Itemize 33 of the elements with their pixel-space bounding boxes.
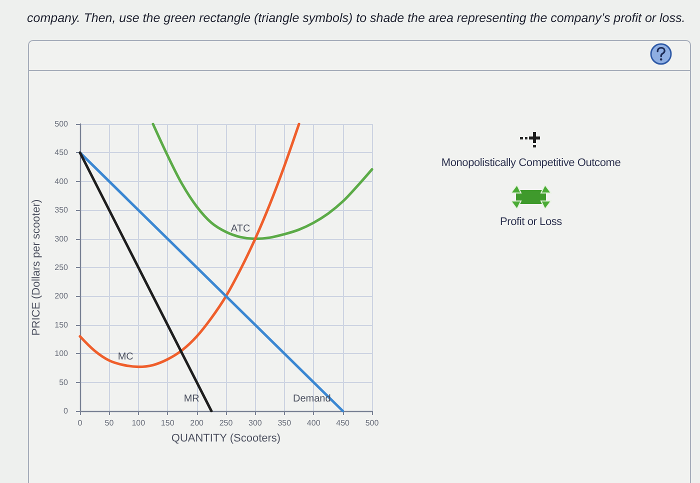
x-tick-label: 250 bbox=[219, 418, 234, 428]
series-label: MR bbox=[184, 394, 200, 404]
y-axis-title: PRICE (Dollars per scooter) bbox=[30, 199, 42, 336]
y-tick-label: 500 bbox=[54, 120, 69, 128]
text: Monopolistically Competitive Outcome bbox=[440, 157, 622, 169]
y-tick-label: 0 bbox=[64, 406, 69, 416]
y-tick-label: 400 bbox=[54, 176, 69, 186]
text: Profit or Loss bbox=[498, 216, 563, 228]
x-tick-label: 200 bbox=[190, 418, 204, 428]
y-tick-label: 450 bbox=[54, 148, 69, 158]
y-tick-label: 300 bbox=[54, 234, 69, 244]
x-tick-label: 500 bbox=[365, 418, 380, 428]
line-series bbox=[152, 122, 374, 240]
x-tick-label: 400 bbox=[306, 418, 321, 428]
series-label: MC bbox=[118, 351, 134, 362]
series-label: Demand bbox=[292, 394, 331, 404]
x-tick-label: 100 bbox=[132, 418, 146, 428]
chart-title: company. Then, use the green rectangle (triangle symbols) to shade the area representing the company’s profit or loss. bbox=[27, 11, 686, 25]
x-tick-label: 150 bbox=[160, 418, 175, 428]
y-tick-label: 50 bbox=[59, 378, 69, 387]
y-tick-label: 100 bbox=[54, 349, 69, 358]
x-tick-label: 300 bbox=[248, 418, 262, 428]
line-series bbox=[78, 122, 300, 368]
x-tick-label: 450 bbox=[336, 418, 350, 428]
x-tick-label: 0 bbox=[78, 418, 83, 428]
y-tick-label: 350 bbox=[54, 206, 69, 215]
series-label: ATC bbox=[230, 223, 250, 234]
y-tick-label: 150 bbox=[54, 320, 69, 330]
x-tick-label: 350 bbox=[278, 418, 292, 428]
x-axis-title: QUANTITY (Scooters) bbox=[171, 432, 281, 444]
x-tick-label: 50 bbox=[104, 418, 114, 428]
y-tick-label: 200 bbox=[54, 292, 69, 301]
y-tick-label: 250 bbox=[54, 263, 69, 272]
